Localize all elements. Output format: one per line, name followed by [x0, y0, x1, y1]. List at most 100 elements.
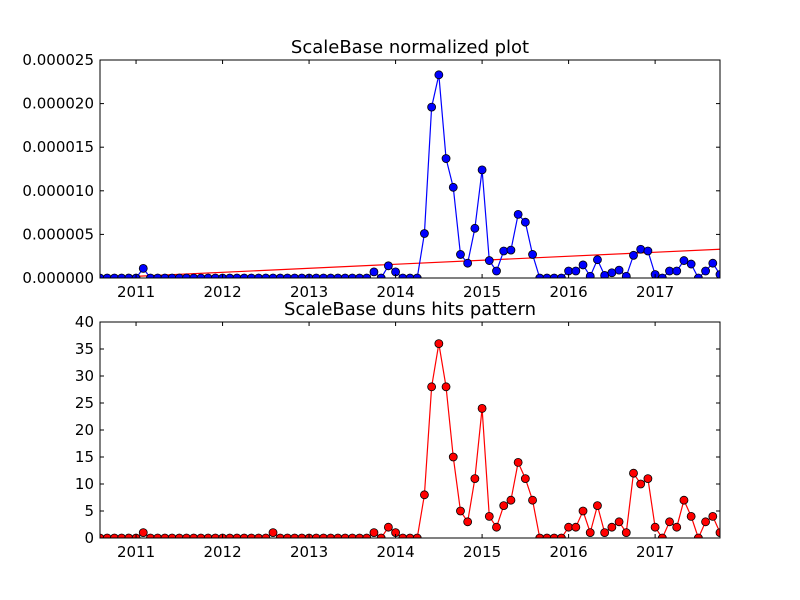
data-point — [614, 265, 624, 275]
y-tick-label: 30 — [75, 367, 94, 385]
data-point — [571, 522, 581, 532]
chart-title: ScaleBase normalized plot — [291, 37, 529, 58]
data-point — [261, 533, 271, 538]
data-point — [629, 250, 638, 260]
data-point — [593, 255, 602, 265]
data-point — [110, 533, 119, 538]
data-point — [340, 533, 350, 538]
data-point — [715, 270, 720, 278]
data-point — [448, 182, 458, 192]
data-point — [319, 533, 328, 538]
data-point — [557, 273, 566, 278]
data-point — [657, 533, 667, 538]
data-point — [686, 259, 696, 269]
data-point — [585, 271, 595, 278]
data-point — [138, 264, 148, 273]
data-point — [290, 273, 300, 278]
plot-series — [100, 339, 720, 538]
data-point — [283, 273, 292, 278]
data-point — [203, 533, 213, 538]
data-point — [657, 273, 667, 278]
data-point — [571, 266, 581, 276]
data-point — [254, 533, 263, 538]
data-point — [557, 533, 566, 538]
data-point — [275, 273, 285, 278]
data-point — [117, 533, 127, 538]
data-point — [412, 533, 422, 538]
data-point — [672, 266, 682, 276]
data-point — [232, 273, 242, 278]
data-point — [708, 258, 718, 268]
data-point — [614, 517, 624, 527]
data-point — [412, 273, 422, 278]
data-point — [297, 273, 307, 278]
data-point — [182, 533, 191, 538]
data-point — [167, 533, 177, 538]
data-point — [311, 533, 321, 538]
data-point — [643, 474, 653, 484]
data-point — [189, 533, 199, 538]
data-point — [427, 102, 437, 112]
data-point — [369, 267, 379, 277]
data-point — [210, 273, 220, 278]
y-tick-label: 0.000005 — [22, 225, 94, 243]
data-point — [347, 273, 357, 278]
data-point — [268, 528, 278, 537]
x-tick-label: 2015 — [463, 283, 501, 301]
data-point — [225, 273, 235, 278]
data-point — [672, 522, 682, 532]
plot-frame — [99, 59, 721, 279]
data-point — [362, 273, 372, 278]
data-point — [650, 522, 660, 532]
data-point — [174, 273, 184, 278]
data-point — [679, 495, 689, 505]
x-axis: 2011 2012 2013 2014 2015 2016 2017 — [117, 283, 674, 301]
data-point — [174, 533, 184, 538]
data-point — [347, 533, 357, 538]
data-point — [535, 273, 545, 278]
data-point — [535, 533, 545, 538]
y-tick-label: 10 — [75, 475, 94, 493]
x-tick-label: 2014 — [376, 283, 414, 301]
data-point — [189, 273, 199, 278]
x-tick-label: 2011 — [117, 543, 155, 561]
data-point — [434, 70, 444, 80]
duns-hits-plot: ScaleBase duns hits pattern 2011 2012 20… — [75, 299, 721, 561]
data-point — [369, 528, 379, 537]
x-tick-label: 2011 — [117, 283, 155, 301]
y-axis: 0.000000 0.000005 0.000010 0.000015 0.00… — [22, 51, 94, 287]
data-point — [513, 209, 523, 219]
data-point — [542, 273, 552, 278]
data-point — [578, 260, 588, 270]
data-point — [456, 250, 465, 259]
data-point — [102, 273, 112, 278]
y-axis: 0 5 10 15 20 25 30 35 40 — [75, 313, 94, 547]
data-point — [484, 512, 494, 521]
data-point — [441, 154, 451, 163]
data-point — [203, 273, 213, 278]
y-tick-label: 25 — [75, 394, 94, 412]
data-point — [420, 490, 429, 500]
data-point — [463, 517, 473, 527]
data-point — [643, 246, 653, 256]
data-point — [593, 501, 602, 511]
y-tick-label: 40 — [75, 313, 94, 331]
data-point — [693, 273, 703, 278]
data-point — [520, 217, 530, 227]
data-point — [506, 495, 516, 505]
x-axis: 2011 2012 2013 2014 2015 2016 2017 — [117, 543, 674, 561]
data-point — [160, 273, 170, 278]
data-point — [311, 273, 321, 278]
data-point — [261, 273, 271, 278]
data-point — [492, 266, 501, 276]
data-point — [153, 533, 163, 538]
x-tick-label: 2012 — [203, 283, 241, 301]
data-point — [513, 457, 523, 467]
data-point — [441, 382, 451, 392]
data-point — [607, 522, 617, 532]
data-point — [232, 533, 242, 538]
data-point — [470, 223, 480, 233]
data-point — [290, 533, 300, 538]
x-tick-label: 2012 — [203, 543, 241, 561]
